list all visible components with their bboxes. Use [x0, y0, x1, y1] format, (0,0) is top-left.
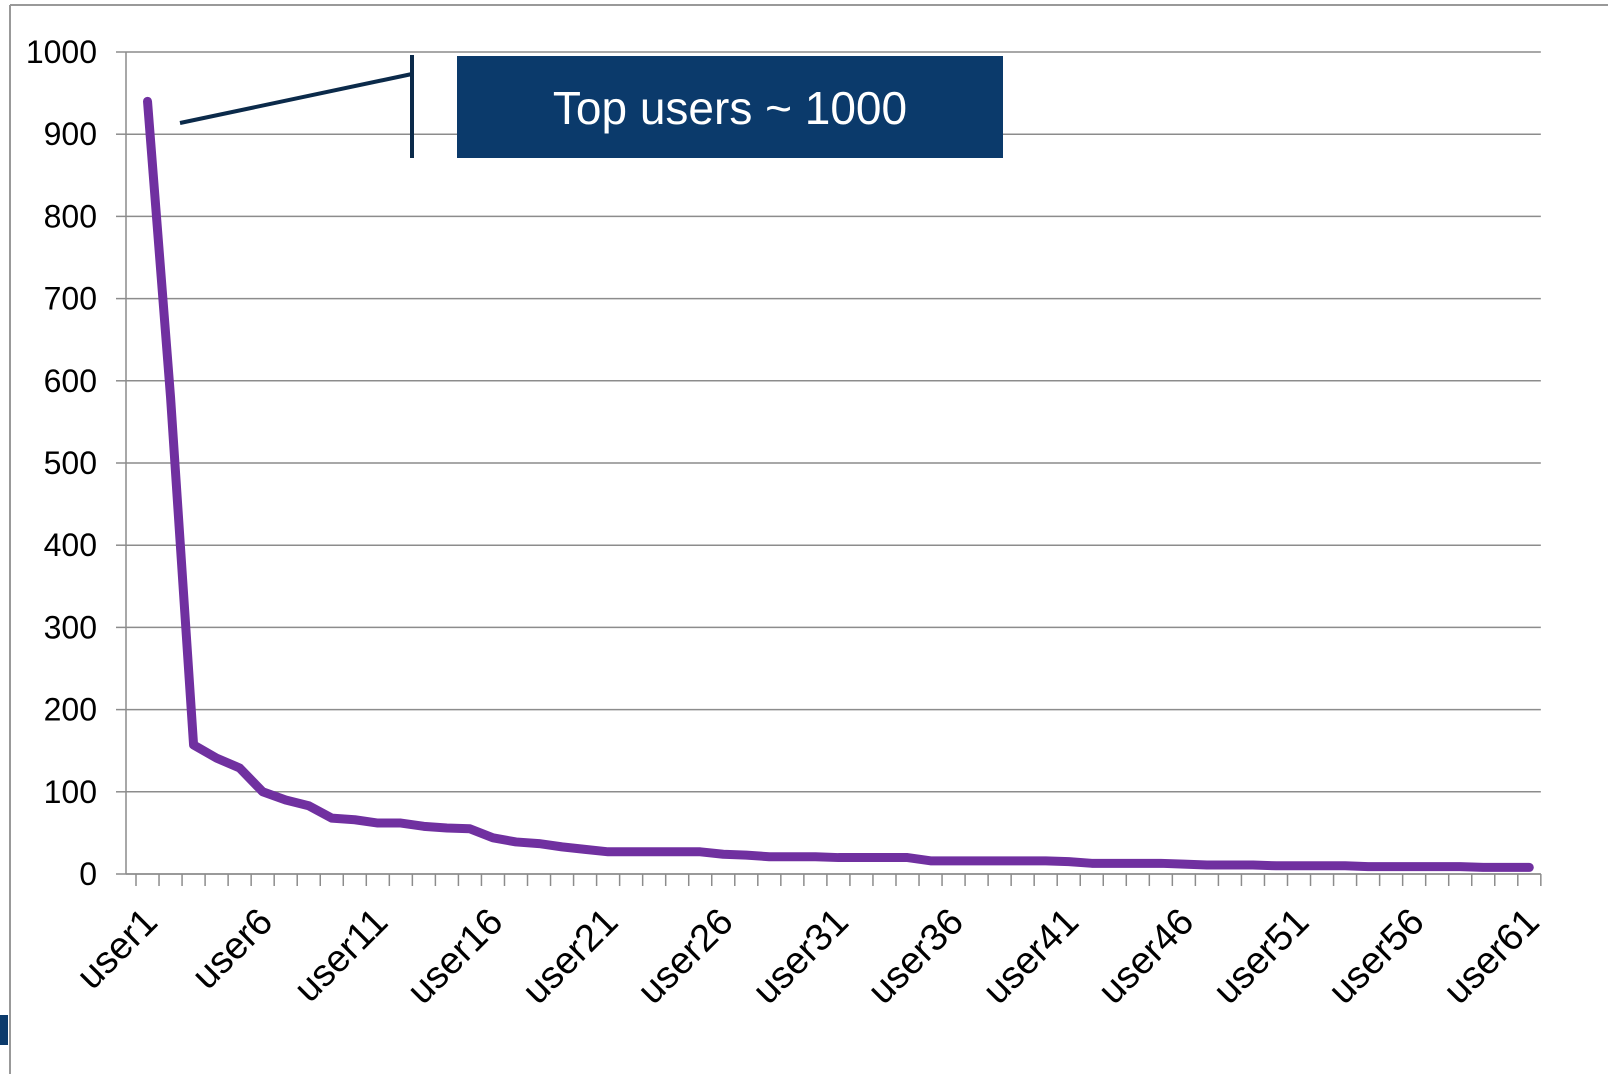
x-tick-label: user56 — [1321, 901, 1433, 1013]
x-tick-label: user61 — [1436, 901, 1548, 1013]
y-tick-label: 100 — [44, 774, 97, 810]
annotation-box — [457, 56, 1003, 158]
x-tick-label: user51 — [1206, 901, 1318, 1013]
x-tick-label: user46 — [1090, 901, 1202, 1013]
corner-mark — [0, 1015, 8, 1045]
x-tick-label: user41 — [975, 901, 1087, 1013]
y-tick-label: 400 — [44, 527, 97, 563]
x-tick-label: user1 — [69, 901, 166, 998]
y-tick-label: 500 — [44, 445, 97, 481]
x-tick-label: user16 — [399, 901, 511, 1013]
callout-line — [179, 72, 413, 125]
y-tick-label: 300 — [44, 609, 97, 645]
y-tick-label: 600 — [44, 363, 97, 399]
y-tick-label: 900 — [44, 116, 97, 152]
y-tick-label: 1000 — [26, 34, 97, 70]
x-tick-label: user36 — [860, 901, 972, 1013]
y-tick-label: 200 — [44, 692, 97, 728]
line-series — [143, 96, 1534, 872]
annotation: Top users ~ 1000 — [553, 82, 907, 134]
x-tick-label: user21 — [515, 901, 627, 1013]
x-tick-label: user11 — [286, 901, 396, 1011]
x-tick-label: user26 — [630, 901, 742, 1013]
y-tick-label: 700 — [44, 281, 97, 317]
y-tick-label: 0 — [79, 856, 97, 892]
x-tick-label: user31 — [745, 901, 857, 1013]
x-tick-label: user6 — [184, 901, 281, 998]
y-tick-label: 800 — [44, 198, 97, 234]
